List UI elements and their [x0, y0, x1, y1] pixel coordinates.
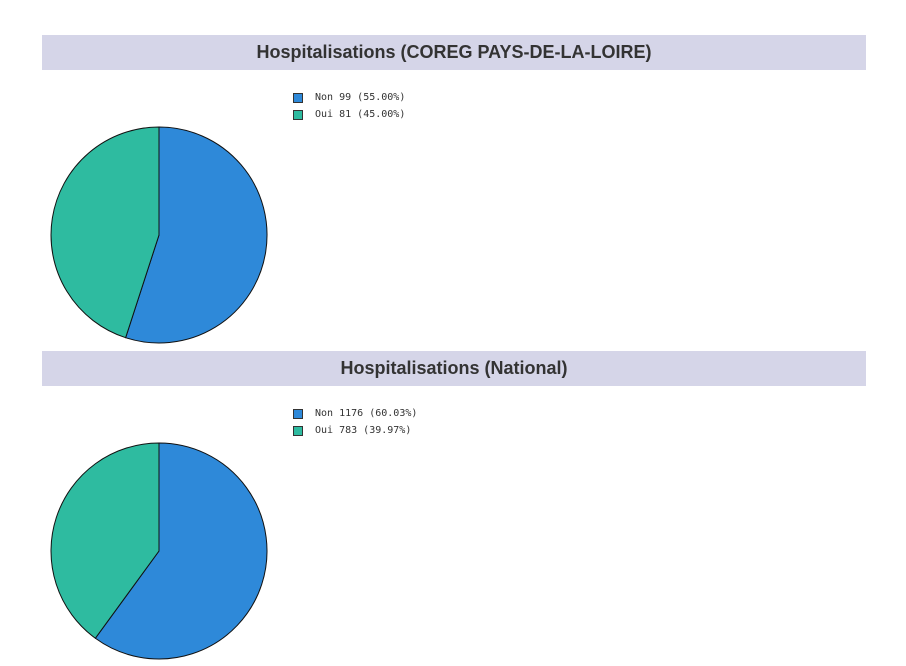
legend-value: 99	[339, 92, 352, 103]
legend-swatch	[293, 425, 303, 436]
legend: Non 1176 (60.03%) Oui 783 (39.97%)	[293, 405, 417, 439]
legend-label: Oui	[315, 425, 334, 436]
legend-label: Non	[315, 408, 334, 419]
legend-value: 1176	[339, 408, 364, 419]
legend-item-oui: Oui 81 (45.00%)	[293, 106, 405, 123]
legend-value: 783	[339, 425, 358, 436]
legend-swatch	[293, 408, 303, 419]
legend: Non 99 (55.00%) Oui 81 (45.00%)	[293, 89, 405, 123]
legend-value: 81	[339, 109, 352, 120]
pie-slice-non	[124, 126, 268, 344]
legend-percent: 55.00%	[363, 92, 400, 103]
chart-national: Hospitalisations (National) Non 1176 (60…	[42, 351, 866, 666]
chart-coreg: Hospitalisations (COREG PAYS-DE-LA-LOIRE…	[42, 35, 866, 350]
legend-swatch	[293, 109, 303, 120]
legend-label: Non	[315, 92, 334, 103]
pie-slice-oui	[50, 126, 160, 339]
chart-body: Non 1176 (60.03%) Oui 783 (39.97%)	[42, 386, 866, 666]
legend-swatch	[293, 92, 303, 103]
chart-body: Non 99 (55.00%) Oui 81 (45.00%)	[42, 70, 866, 350]
legend-label: Oui	[315, 109, 334, 120]
pie-chart	[50, 126, 268, 344]
legend-item-non: Non 1176 (60.03%)	[293, 405, 417, 422]
chart-title: Hospitalisations (COREG PAYS-DE-LA-LOIRE…	[42, 35, 866, 70]
legend-item-non: Non 99 (55.00%)	[293, 89, 405, 106]
legend-percent: 39.97%	[369, 425, 406, 436]
legend-percent: 60.03%	[375, 408, 412, 419]
chart-title: Hospitalisations (National)	[42, 351, 866, 386]
pie-slice-oui	[50, 442, 160, 639]
pie-chart	[50, 442, 268, 660]
legend-item-oui: Oui 783 (39.97%)	[293, 422, 417, 439]
legend-percent: 45.00%	[363, 109, 400, 120]
